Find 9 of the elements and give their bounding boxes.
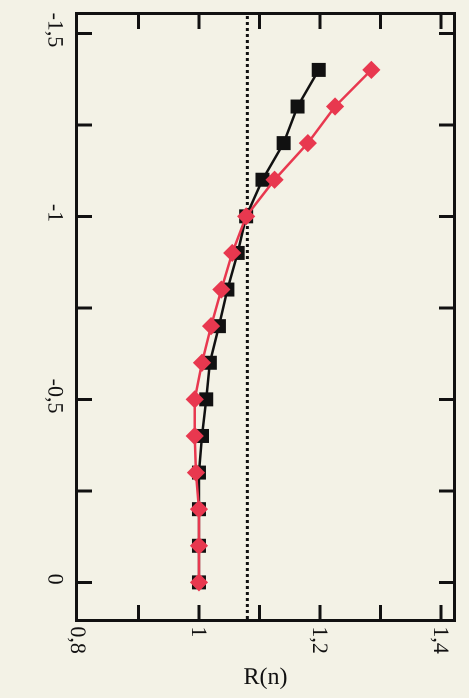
x-axis-title: R(n) — [244, 664, 288, 690]
x-tick-label: 1,4 — [428, 626, 454, 654]
x-tick-label: 1,2 — [308, 626, 333, 654]
y-tick-label: -0,5 — [44, 378, 69, 414]
y-tick-label: -1,5 — [44, 12, 69, 48]
y-tick-label: -1 — [44, 204, 69, 222]
x-tick-label: 1 — [186, 626, 212, 638]
y-tick-label: 0 — [44, 574, 69, 585]
x-tick-label: 0,8 — [66, 626, 91, 654]
